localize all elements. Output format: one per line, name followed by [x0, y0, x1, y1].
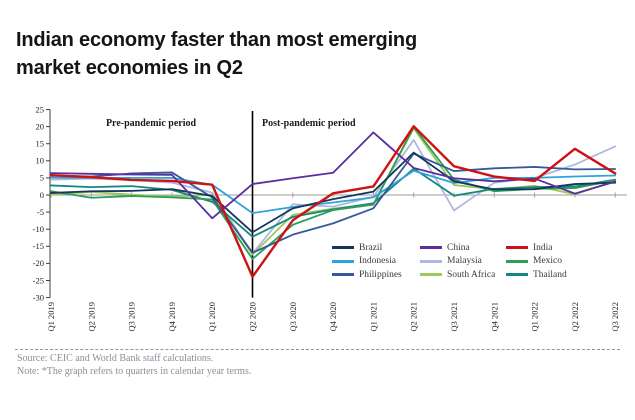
- page-title-line-1: Indian economy faster than most emerging: [16, 29, 417, 51]
- legend-label: South Africa: [447, 269, 496, 280]
- svg-text:15: 15: [36, 139, 45, 149]
- svg-text:20: 20: [36, 121, 45, 131]
- svg-text:Q4 2020: Q4 2020: [328, 302, 338, 332]
- legend-swatch-south-africa: [420, 273, 442, 277]
- legend-item-philippines: Philippines: [332, 270, 420, 280]
- svg-text:-30: -30: [33, 292, 44, 302]
- svg-text:Q3 2022: Q3 2022: [610, 302, 620, 332]
- svg-text:Q3 2020: Q3 2020: [288, 302, 298, 332]
- legend-item-malaysia: Malaysia: [420, 256, 506, 266]
- svg-text:Q2 2021: Q2 2021: [409, 302, 419, 332]
- legend-label: Malaysia: [447, 256, 482, 267]
- note-text: Note: *The graph refers to quarters in c…: [17, 366, 252, 377]
- svg-text:-25: -25: [33, 275, 44, 285]
- legend-label: Philippines: [359, 269, 402, 280]
- svg-text:Q2 2020: Q2 2020: [248, 302, 258, 332]
- footer-divider: [15, 349, 620, 350]
- legend-swatch-india: [506, 246, 528, 250]
- legend-item-india: India: [506, 243, 586, 253]
- legend-label: Mexico: [533, 256, 563, 267]
- legend-label: India: [533, 242, 553, 253]
- svg-text:5: 5: [40, 173, 44, 183]
- svg-text:Q1 2021: Q1 2021: [368, 302, 378, 332]
- legend-label: China: [447, 242, 470, 253]
- legend-swatch-brazil: [332, 246, 354, 250]
- svg-text:25: 25: [36, 104, 45, 114]
- gdp-growth-line-chart: 25 20 15 10 5 0 -5 -10 -15 -20 -25 -30 Q1 2019 Q2 201…: [15, 95, 633, 351]
- svg-text:Q4 2019: Q4 2019: [167, 302, 177, 332]
- legend-swatch-mexico: [506, 259, 528, 263]
- source-text: Source: CEIC and World Bank staff calcul…: [17, 353, 214, 364]
- legend-item-china: China: [420, 243, 506, 253]
- legend-item-mexico: Mexico: [506, 256, 586, 266]
- page-title: Indian economy faster than most emerging…: [16, 26, 616, 82]
- chart-legend: Brazil China India Indonesia Malaysia Me…: [332, 241, 586, 282]
- svg-text:Q1 2020: Q1 2020: [207, 302, 217, 332]
- svg-text:Q3 2019: Q3 2019: [127, 302, 137, 332]
- svg-text:Q1 2019: Q1 2019: [46, 302, 56, 332]
- legend-swatch-thailand: [506, 273, 528, 277]
- svg-text:Q1 2022: Q1 2022: [530, 302, 540, 332]
- annotation-pre-pandemic: Pre-pandemic period: [105, 118, 197, 129]
- svg-text:Q2 2019: Q2 2019: [86, 302, 96, 332]
- legend-swatch-china: [420, 246, 442, 250]
- svg-text:0: 0: [40, 190, 44, 200]
- legend-swatch-philippines: [332, 273, 354, 277]
- annotation-post-pandemic: Post-pandemic period: [262, 118, 356, 129]
- svg-text:Q3 2021: Q3 2021: [449, 302, 459, 332]
- legend-swatch-malaysia: [420, 259, 442, 263]
- legend-label: Thailand: [533, 269, 567, 280]
- legend-label: Brazil: [359, 242, 383, 253]
- legend-label: Indonesia: [359, 256, 396, 267]
- svg-text:Q4 2021: Q4 2021: [489, 302, 499, 332]
- svg-text:10: 10: [36, 156, 45, 166]
- svg-text:-20: -20: [33, 258, 44, 268]
- svg-text:Q2 2022: Q2 2022: [570, 302, 580, 332]
- svg-text:-10: -10: [33, 224, 44, 234]
- legend-item-south-africa: South Africa: [420, 270, 506, 280]
- legend-swatch-indonesia: [332, 259, 354, 263]
- svg-text:-5: -5: [37, 207, 44, 217]
- legend-item-thailand: Thailand: [506, 270, 586, 280]
- page-title-line-2: market economies in Q2: [16, 57, 243, 79]
- legend-item-brazil: Brazil: [332, 243, 420, 253]
- legend-item-indonesia: Indonesia: [332, 256, 420, 266]
- svg-text:-15: -15: [33, 241, 44, 251]
